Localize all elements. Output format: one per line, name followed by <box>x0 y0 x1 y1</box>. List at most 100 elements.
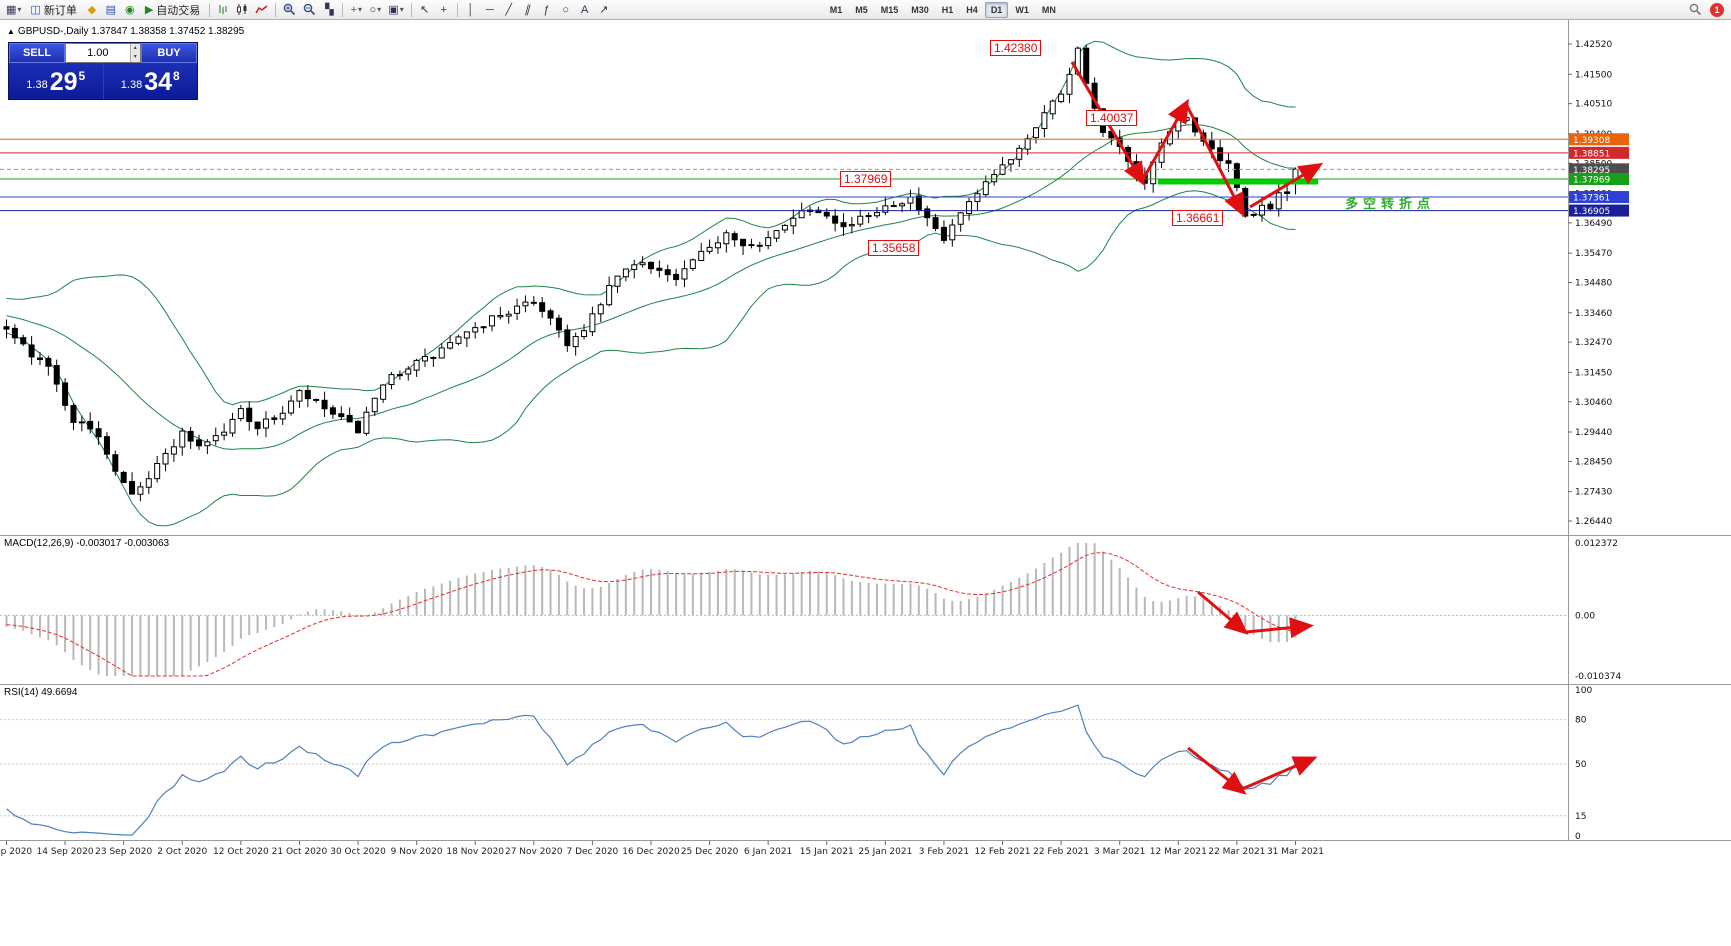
sell-price-prefix: 1.38 <box>26 79 48 91</box>
timeframe-m15[interactable]: M15 <box>880 4 899 15</box>
toolbar-separator <box>410 2 412 17</box>
symbol-ohlc-text: GBPUSD-,Daily 1.37847 1.38358 1.37452 1.… <box>17 26 245 37</box>
toolbar: ▦ ▾ ◫ 新订单 ◆ ▤ ◉ ▶ 自动交易 ▚ + ▾ ○ ▾ <box>0 0 1731 20</box>
svg-text:1.35470: 1.35470 <box>1575 249 1612 259</box>
timeframe-w1[interactable]: W1 <box>1015 4 1029 15</box>
symbol-header: ▲ GBPUSD-,Daily 1.37847 1.38358 1.37452 1… <box>7 26 244 37</box>
svg-text:27 Nov 2020: 27 Nov 2020 <box>505 847 563 857</box>
volume-input[interactable] <box>66 44 130 62</box>
play-icon: ▶ <box>144 4 154 16</box>
svg-text:1.38295: 1.38295 <box>1573 166 1610 176</box>
svg-text:1.26440: 1.26440 <box>1575 517 1612 527</box>
svg-text:1.36905: 1.36905 <box>1573 207 1610 217</box>
svg-text:1.37969: 1.37969 <box>1573 176 1610 186</box>
new-order-button[interactable]: ◫ 新订单 <box>25 1 81 18</box>
svg-text:22 Feb 2021: 22 Feb 2021 <box>1033 847 1089 857</box>
svg-text:12 Feb 2021: 12 Feb 2021 <box>975 847 1031 857</box>
svg-text:22 Mar 2021: 22 Mar 2021 <box>1208 847 1265 857</box>
svg-text:0.00: 0.00 <box>1575 611 1595 621</box>
svg-text:1.39308: 1.39308 <box>1573 136 1610 146</box>
timeframe-mn[interactable]: MN <box>1041 4 1056 15</box>
svg-text:1.29440: 1.29440 <box>1575 428 1612 438</box>
text-icon[interactable]: A <box>581 3 589 16</box>
price-annotation[interactable]: 1.36661 <box>1172 210 1224 226</box>
toolbar-separator <box>275 2 277 17</box>
zoom-in-icon[interactable] <box>280 1 299 18</box>
cursor-icon[interactable]: ↖ <box>420 4 430 16</box>
buy-price[interactable]: 1.38 34 8 <box>102 63 198 99</box>
svg-text:6 Jan 2021: 6 Jan 2021 <box>744 847 792 857</box>
svg-text:30 Oct 2020: 30 Oct 2020 <box>330 847 386 857</box>
svg-text:1.42520: 1.42520 <box>1575 40 1612 50</box>
autotrade-label: 自动交易 <box>156 4 201 17</box>
price-annotation[interactable]: 1.40037 <box>1086 110 1138 126</box>
arrows-tool-icon[interactable]: ↗ <box>599 4 609 16</box>
fibonacci-icon[interactable]: ƒ <box>543 3 550 16</box>
svg-text:0: 0 <box>1575 832 1581 842</box>
tile-windows-icon[interactable]: ▚ <box>325 4 334 16</box>
new-order-label: 新订单 <box>43 4 77 17</box>
toolbar-separator <box>342 2 344 17</box>
macd-label: MACD(12,26,9) -0.003017 -0.003063 <box>4 538 170 549</box>
svg-text:-0.010374: -0.010374 <box>1575 672 1621 682</box>
svg-text:12 Oct 2020: 12 Oct 2020 <box>213 847 269 857</box>
sell-button[interactable]: SELL <box>9 43 65 63</box>
autotrade-button[interactable]: ▶ 自动交易 <box>140 1 205 18</box>
svg-text:1.32470: 1.32470 <box>1575 338 1612 348</box>
svg-text:3 Feb 2021: 3 Feb 2021 <box>919 847 969 857</box>
crosshair-icon[interactable]: + <box>440 3 447 16</box>
timeframe-m5[interactable]: M5 <box>855 4 868 15</box>
vertical-line-icon[interactable]: │ <box>467 3 475 16</box>
price-annotation[interactable]: 1.35658 <box>868 240 920 256</box>
indicators-icon[interactable]: + ▾ <box>350 3 363 16</box>
svg-text:1.40510: 1.40510 <box>1575 100 1612 110</box>
trendline-icon[interactable]: ╱ <box>505 4 513 16</box>
horizontal-line-icon[interactable]: ─ <box>485 3 494 16</box>
notification-badge[interactable]: 1 <box>1710 2 1724 17</box>
svg-text:1.27430: 1.27430 <box>1575 488 1612 498</box>
search-icon[interactable] <box>1686 1 1705 18</box>
price-annotation[interactable]: 1.37969 <box>840 171 892 187</box>
volume-spinner: ▴ ▾ <box>129 44 140 62</box>
buy-price-sup: 8 <box>173 69 180 83</box>
volume-decrease-button[interactable]: ▾ <box>130 53 140 62</box>
sell-price[interactable]: 1.38 29 5 <box>9 63 103 99</box>
new-chart-icon[interactable]: ▦ ▾ <box>6 4 22 16</box>
zoom-out-icon[interactable] <box>300 1 319 18</box>
price-annotation[interactable]: 1.42380 <box>990 40 1042 56</box>
bar-chart-icon[interactable] <box>214 1 232 18</box>
market-watch-icon[interactable]: ◆ <box>87 4 97 16</box>
svg-text:3 Sep 2020: 3 Sep 2020 <box>0 847 32 857</box>
svg-text:1.28450: 1.28450 <box>1575 457 1612 467</box>
toolbar-separator <box>209 2 211 17</box>
one-click-collapse-icon[interactable]: ▲ <box>7 27 15 36</box>
navigator-icon[interactable]: ◉ <box>125 4 135 16</box>
timeframe-h1[interactable]: H1 <box>941 4 954 15</box>
volume-field: ▴ ▾ <box>65 43 141 63</box>
shapes-icon[interactable]: ○ <box>562 3 570 16</box>
timeframe-d1[interactable]: D1 <box>984 1 1009 18</box>
turning-point-label[interactable]: 多空转折点 <box>1345 196 1436 211</box>
svg-text:25 Jan 2021: 25 Jan 2021 <box>858 847 912 857</box>
rsi-label: RSI(14) 49.6694 <box>4 687 78 698</box>
timeframe-m1[interactable]: M1 <box>829 4 843 15</box>
buy-button[interactable]: BUY <box>141 43 197 63</box>
svg-text:18 Nov 2020: 18 Nov 2020 <box>446 847 504 857</box>
periods-icon[interactable]: ○ ▾ <box>369 3 382 16</box>
candle-chart-icon[interactable] <box>233 1 251 18</box>
timeframe-m30[interactable]: M30 <box>911 4 929 15</box>
timeframe-h4[interactable]: H4 <box>966 4 978 15</box>
data-window-icon[interactable]: ▤ <box>105 4 117 16</box>
svg-text:25 Dec 2020: 25 Dec 2020 <box>681 847 739 857</box>
line-chart-icon[interactable] <box>252 1 271 18</box>
svg-text:9 Nov 2020: 9 Nov 2020 <box>391 847 443 857</box>
sell-price-big: 29 <box>49 68 78 96</box>
channel-icon[interactable]: ∥ <box>523 4 532 16</box>
svg-text:50: 50 <box>1575 760 1587 770</box>
svg-text:0.012372: 0.012372 <box>1575 539 1618 549</box>
volume-increase-button[interactable]: ▴ <box>130 44 140 53</box>
svg-text:80: 80 <box>1575 716 1587 726</box>
templates-icon[interactable]: ▣ ▾ <box>388 4 404 16</box>
